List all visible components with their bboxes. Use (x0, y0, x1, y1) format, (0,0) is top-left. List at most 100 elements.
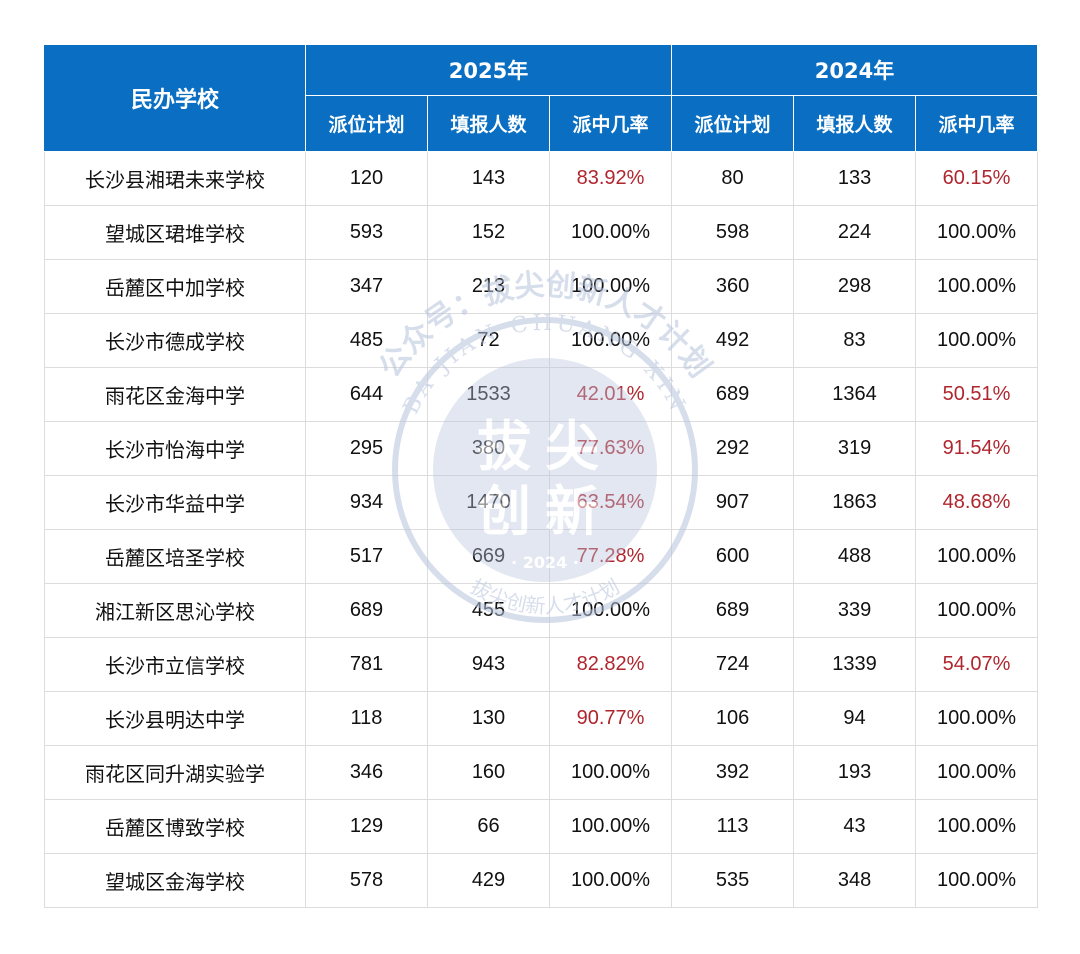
rate-2025-cell: 100.00% (548, 853, 673, 908)
applicants-2024-cell: 319 (793, 421, 917, 476)
rate-2025-cell: 42.01% (548, 367, 673, 422)
rate-2024-cell: 100.00% (915, 853, 1039, 908)
plan-2025-cell: 485 (305, 313, 428, 368)
rate-2025-cell: 100.00% (548, 583, 673, 638)
plan-2025-cell: 934 (305, 475, 428, 530)
applicants-2025-cell: 1470 (427, 475, 550, 530)
table-row: 长沙市德成学校 485 72 100.00% 492 83 100.00% (44, 313, 1039, 368)
school-name-cell: 雨花区同升湖实验学 (44, 745, 306, 800)
table-row: 雨花区金海中学 644 1533 42.01% 689 1364 50.51% (44, 367, 1039, 422)
school-name-cell: 长沙市立信学校 (44, 637, 306, 692)
rate-2025-cell: 83.92% (548, 151, 673, 206)
plan-2025-cell: 120 (305, 151, 428, 206)
table-row: 长沙市华益中学 934 1470 63.54% 907 1863 48.68% (44, 475, 1039, 530)
applicants-2025-cell: 72 (427, 313, 550, 368)
plan-2024-cell: 492 (671, 313, 795, 368)
school-name-cell: 雨花区金海中学 (44, 367, 306, 422)
rate-2024-cell: 100.00% (915, 205, 1039, 260)
applicants-2024-cell: 224 (793, 205, 917, 260)
school-name-cell: 岳麓区中加学校 (44, 259, 306, 314)
table-row: 长沙县明达中学 118 130 90.77% 106 94 100.00% (44, 691, 1039, 746)
applicants-2024-cell: 298 (793, 259, 917, 314)
rate-2025-cell: 100.00% (548, 313, 673, 368)
plan-2024-header: 派位计划 (671, 95, 795, 152)
school-column-header: 民办学校 (44, 44, 306, 152)
table-row: 岳麓区博致学校 129 66 100.00% 113 43 100.00% (44, 799, 1039, 854)
plan-2024-cell: 80 (671, 151, 795, 206)
school-name-cell: 长沙市华益中学 (44, 475, 306, 530)
school-name-cell: 湘江新区思沁学校 (44, 583, 306, 638)
plan-2024-cell: 598 (671, 205, 795, 260)
applicants-2024-cell: 339 (793, 583, 917, 638)
applicants-2024-cell: 94 (793, 691, 917, 746)
plan-2024-cell: 907 (671, 475, 795, 530)
applicants-2025-cell: 429 (427, 853, 550, 908)
applicants-2025-cell: 130 (427, 691, 550, 746)
school-name-cell: 望城区珺堆学校 (44, 205, 306, 260)
plan-2025-cell: 347 (305, 259, 428, 314)
applicants-2025-cell: 943 (427, 637, 550, 692)
plan-2024-cell: 360 (671, 259, 795, 314)
rate-2024-cell: 100.00% (915, 745, 1039, 800)
plan-2025-cell: 295 (305, 421, 428, 476)
header-year-row: 民办学校 2025年 2024年 (44, 44, 1039, 152)
table-row: 岳麓区中加学校 347 213 100.00% 360 298 100.00% (44, 259, 1039, 314)
rate-2024-cell: 54.07% (915, 637, 1039, 692)
applicants-2024-cell: 1863 (793, 475, 917, 530)
plan-2025-cell: 129 (305, 799, 428, 854)
plan-2025-header: 派位计划 (305, 95, 428, 152)
rate-2025-cell: 100.00% (548, 205, 673, 260)
applicants-2024-cell: 1339 (793, 637, 917, 692)
applicants-2024-cell: 83 (793, 313, 917, 368)
rate-2024-cell: 100.00% (915, 259, 1039, 314)
school-name-cell: 岳麓区博致学校 (44, 799, 306, 854)
applicants-2025-cell: 143 (427, 151, 550, 206)
table-row: 望城区金海学校 578 429 100.00% 535 348 100.00% (44, 853, 1039, 908)
applicants-2025-cell: 66 (427, 799, 550, 854)
year-2025-header: 2025年 (304, 44, 673, 96)
rate-2025-cell: 90.77% (548, 691, 673, 746)
applicants-2025-header: 填报人数 (427, 95, 550, 152)
table-body: 长沙县湘珺未来学校 120 143 83.92% 80 133 60.15% 望城区珺堆学校 5… (44, 151, 1039, 908)
year-2024-header: 2024年 (671, 44, 1039, 96)
rate-2024-cell: 100.00% (915, 799, 1039, 854)
applicants-2025-cell: 213 (427, 259, 550, 314)
plan-2024-cell: 724 (671, 637, 795, 692)
table-row: 长沙市立信学校 781 943 82.82% 724 1339 54.07% (44, 637, 1039, 692)
plan-2024-cell: 600 (671, 529, 795, 584)
applicants-2024-cell: 348 (793, 853, 917, 908)
school-name-cell: 长沙县湘珺未来学校 (44, 151, 306, 206)
applicants-2024-header: 填报人数 (793, 95, 917, 152)
applicants-2025-cell: 669 (427, 529, 550, 584)
applicants-2024-cell: 488 (793, 529, 917, 584)
plan-2025-cell: 118 (305, 691, 428, 746)
rate-2024-cell: 100.00% (915, 691, 1039, 746)
school-name-cell: 长沙市怡海中学 (44, 421, 306, 476)
plan-2025-cell: 346 (305, 745, 428, 800)
rate-2024-header: 派中几率 (915, 95, 1039, 152)
rate-2025-header: 派中几率 (548, 95, 673, 152)
rate-2024-cell: 100.00% (915, 313, 1039, 368)
applicants-2025-cell: 152 (427, 205, 550, 260)
rate-2025-cell: 63.54% (548, 475, 673, 530)
rate-2025-cell: 77.28% (548, 529, 673, 584)
rate-2024-cell: 100.00% (915, 529, 1039, 584)
plan-2024-cell: 392 (671, 745, 795, 800)
plan-2024-cell: 535 (671, 853, 795, 908)
plan-2024-cell: 106 (671, 691, 795, 746)
plan-2025-cell: 781 (305, 637, 428, 692)
table-row: 岳麓区培圣学校 517 669 77.28% 600 488 100.00% (44, 529, 1039, 584)
plan-2025-cell: 517 (305, 529, 428, 584)
applicants-2025-cell: 1533 (427, 367, 550, 422)
plan-2025-cell: 593 (305, 205, 428, 260)
applicants-2024-cell: 133 (793, 151, 917, 206)
plan-2024-cell: 689 (671, 367, 795, 422)
header-sub-row: 派位计划 填报人数 派中几率 派位计划 填报人数 派中几率 (45, 95, 1039, 152)
school-name-cell: 望城区金海学校 (44, 853, 306, 908)
applicants-2025-cell: 380 (427, 421, 550, 476)
school-name-cell: 长沙市德成学校 (44, 313, 306, 368)
rate-2025-cell: 77.63% (548, 421, 673, 476)
rate-2024-cell: 48.68% (915, 475, 1039, 530)
plan-2024-cell: 689 (671, 583, 795, 638)
school-name-cell: 长沙县明达中学 (44, 691, 306, 746)
